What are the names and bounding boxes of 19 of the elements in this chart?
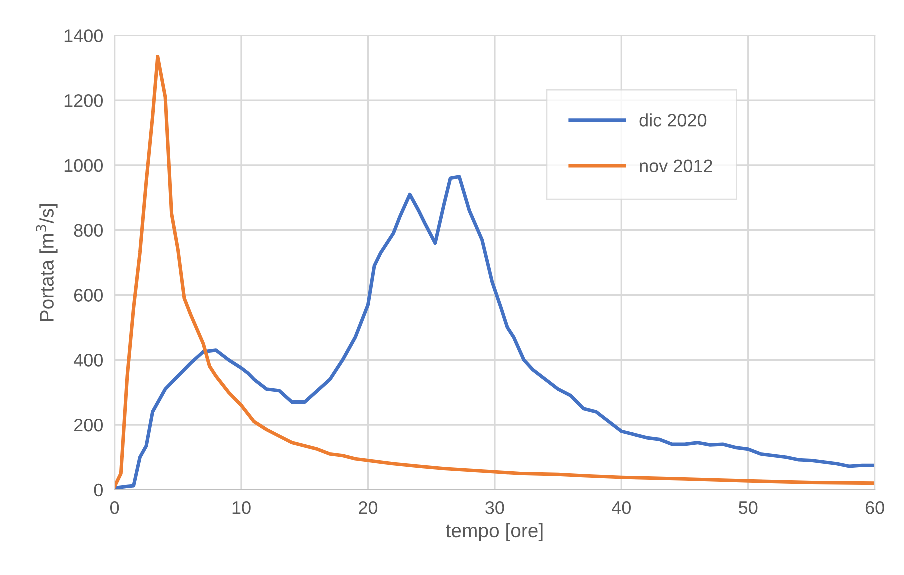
y-tick-label: 1000: [64, 159, 103, 172]
x-axis-title: tempo [ore]: [446, 523, 543, 542]
y-tick-label: 1200: [64, 94, 103, 108]
x-tick-label: 30: [486, 501, 504, 514]
y-tick-label: 800: [74, 224, 103, 238]
legend-label: dic 2020: [640, 114, 707, 127]
y-tick-label: 600: [74, 289, 103, 302]
y-axis-title: Portata [m$^{3}$/s]: [36, 204, 58, 322]
x-tick-label: 40: [612, 501, 631, 514]
y-tick-label: 400: [74, 354, 103, 367]
y-tick-label: 1400: [64, 30, 103, 42]
x-tick-label: 20: [359, 501, 378, 514]
x-tick-label: 10: [232, 501, 251, 514]
y-tick-label: 200: [74, 418, 103, 432]
x-tick-label: 60: [866, 501, 884, 514]
legend-label: nov 2012: [640, 160, 712, 173]
y-tick-label: 0: [94, 484, 103, 497]
x-tick-label: 50: [739, 501, 758, 514]
x-tick-label: 0: [110, 501, 120, 514]
